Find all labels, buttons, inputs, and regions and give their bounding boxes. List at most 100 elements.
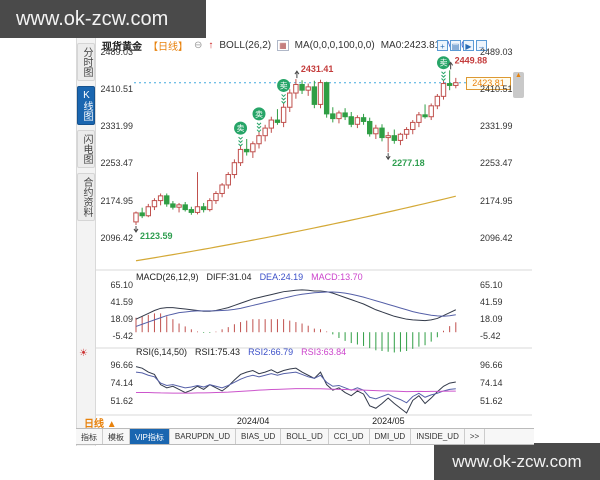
chart-header: 现货黄金 【日线】 ⊖ ↑ BOLL(26,2) ▦ MA(0,0,0,100,… — [102, 39, 470, 53]
macd-axis-label-right: 18.09 — [480, 314, 503, 325]
sell-signal-marker — [277, 78, 291, 92]
candle-down — [188, 209, 195, 213]
sell-signal-marker — [252, 107, 266, 121]
sidebar-tab-contract-info[interactable]: 合约资料 — [77, 173, 95, 221]
price-axis-label-left: 2489.03 — [100, 46, 133, 57]
rsi1-value: RSI1:75.43 — [195, 347, 241, 357]
sidebar-tab-lightning[interactable]: 闪电图 — [77, 130, 95, 168]
indicator-tab-指标[interactable]: 指标 — [76, 429, 103, 444]
ma-settings-icon[interactable]: ▦ — [277, 40, 289, 51]
candle-up — [145, 206, 151, 217]
macd-value: MACD:13.70 — [311, 272, 363, 282]
macd-axis-label-left: -5.42 — [112, 331, 133, 342]
rsi3-value: RSI3:63.84 — [301, 347, 347, 357]
settings-sun-icon[interactable]: ☀ — [79, 348, 88, 359]
rsi-axis-label-left: 96.66 — [110, 360, 133, 371]
candle-up — [354, 117, 361, 125]
candle-down — [274, 119, 281, 123]
current-price-tag: 2423.81 — [466, 77, 511, 90]
price-axis-label-right: 2410.51 — [480, 84, 513, 94]
annotation-arrowhead — [385, 155, 391, 161]
candle-up — [305, 86, 311, 91]
candle-up — [287, 92, 293, 108]
sell-signal-chevron — [256, 125, 262, 129]
price-axis-label-left: 2253.47 — [100, 158, 133, 169]
expand-icon[interactable]: → — [476, 40, 487, 51]
macd-axis-label-left: 41.59 — [110, 297, 133, 308]
candle-up — [256, 135, 262, 145]
sell-signal-glyph: 卖 — [280, 81, 288, 90]
price-axis-label-right: 2489.03 — [480, 46, 513, 57]
candle-up — [151, 200, 158, 208]
candle-up — [262, 127, 268, 137]
candle-down — [446, 83, 453, 86]
sell-signal-marker — [437, 56, 450, 70]
candle-down — [330, 113, 336, 120]
collapse-icon[interactable]: ⊖ — [194, 40, 203, 51]
candle-up — [440, 83, 447, 97]
candle-down — [244, 148, 250, 153]
more-tabs-button[interactable]: >> — [465, 429, 486, 444]
sell-signal-chevron — [441, 74, 446, 78]
watermark-top: www.ok-zcw.com — [0, 0, 206, 38]
candle-down — [379, 127, 385, 139]
price-axis-label-right: 2096.42 — [480, 232, 513, 243]
candle-down — [200, 206, 207, 211]
candle-up — [336, 112, 342, 120]
indicator-tab-boll_ud[interactable]: BOLL_UD — [281, 429, 329, 444]
annotation-arrowhead — [294, 70, 300, 75]
sidebar-tab-kline[interactable]: K线图 — [77, 86, 95, 125]
panel-layout-icon[interactable]: ▤ — [450, 40, 461, 51]
play-icon[interactable]: ▶ — [463, 40, 474, 51]
period-badge[interactable]: 【日线】 — [148, 42, 188, 53]
sidebar-tab-timeshare[interactable]: 分时图 — [77, 43, 95, 81]
ma100-line — [135, 195, 456, 262]
macd-title[interactable]: MACD(26,12,9) — [136, 272, 199, 282]
indicator-tab-cci_ud[interactable]: CCI_UD — [329, 429, 370, 444]
candle-down — [348, 116, 354, 125]
indicator-tab-模板[interactable]: 模板 — [103, 429, 130, 444]
ma-settings-label[interactable]: MA(0,0,0,100,0,0) — [294, 40, 375, 51]
sell-signal-glyph: 卖 — [440, 59, 448, 68]
indicator-tab-inside_ud[interactable]: INSIDE_UD — [411, 429, 465, 444]
sell-signal-chevron — [281, 97, 286, 101]
price-axis-label-right: 2174.95 — [480, 195, 513, 206]
rsi-title[interactable]: RSI(6,14,50) — [136, 347, 188, 357]
indicator-tab-vip指标[interactable]: VIP指标 — [130, 429, 170, 444]
rsi2-line — [135, 371, 456, 404]
candle-up — [213, 192, 219, 202]
candle-down — [182, 204, 188, 211]
indicator-tab-dmi_ud[interactable]: DMI_UD — [370, 429, 412, 444]
candle-up — [219, 184, 225, 194]
candle-down — [299, 84, 305, 91]
add-view-icon[interactable]: + — [437, 40, 448, 51]
macd-axis-label-right: -5.42 — [480, 331, 501, 342]
x-axis-label: 2024/04 — [236, 416, 270, 426]
indicator-tab-bias_ud[interactable]: BIAS_UD — [236, 429, 282, 444]
up-arrow-icon: ↑ — [208, 40, 214, 51]
candle-down — [323, 82, 330, 115]
price-axis-label-left: 2331.99 — [100, 121, 133, 132]
sell-signal-marker — [234, 121, 248, 135]
boll-indicator-label[interactable]: BOLL(26,2) — [219, 40, 272, 51]
macd-dea-value: DEA:24.19 — [259, 272, 304, 282]
macd-dea-line — [135, 291, 456, 327]
sell-signal-glyph: 卖 — [237, 124, 245, 133]
period-selector[interactable]: 日线 ▲ — [84, 419, 117, 430]
candle-up — [403, 129, 410, 135]
price-axis-label-left: 2410.51 — [100, 84, 133, 94]
price-axis-label-right: 2253.47 — [480, 158, 513, 169]
macd-header: MACD(26,12,9) DIFF:31.04 DEA:24.19 MACD:… — [136, 272, 363, 282]
rsi-axis-label-right: 96.66 — [480, 360, 503, 371]
candle-down — [367, 120, 373, 135]
price-scale-slider[interactable]: ▲ — [513, 72, 524, 98]
rsi3-line — [136, 388, 456, 394]
candle-down — [422, 114, 428, 118]
price-annotation: 2277.18 — [392, 158, 425, 168]
candle-down — [360, 117, 367, 122]
chart-toolbar: + ▤ ▶ → — [437, 40, 487, 51]
price-annotation: 2123.59 — [140, 231, 173, 241]
indicator-tab-barupdn_ud[interactable]: BARUPDN_UD — [170, 429, 237, 444]
